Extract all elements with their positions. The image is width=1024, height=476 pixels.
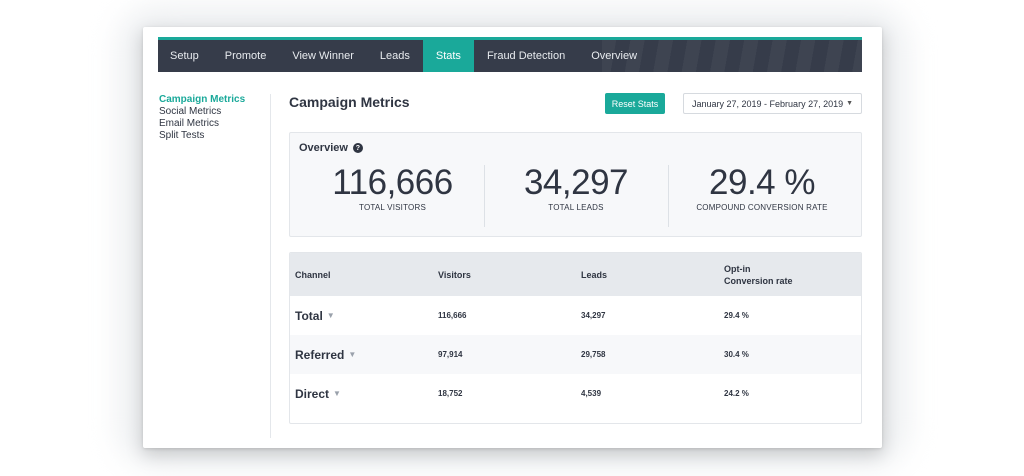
chevron-down-icon: ▼ (326, 311, 335, 320)
page-title: Campaign Metrics (289, 94, 410, 110)
sidebar-item-split-tests[interactable]: Split Tests (159, 130, 205, 141)
help-icon[interactable]: ? (352, 143, 363, 153)
date-range-select[interactable]: January 27, 2019 - February 27, 2019 ▼ (683, 93, 862, 114)
chevron-down-icon: ▼ (348, 350, 357, 359)
stat-label: TOTAL LEADS (548, 203, 604, 212)
table-header: Channel Visitors Leads Opt-in Conversion… (290, 253, 861, 296)
leads-cell: 29,758 (581, 350, 606, 359)
stat-value: 116,666 (332, 163, 453, 202)
stat-total-leads: 34,297 TOTAL LEADS (506, 163, 646, 212)
channel-toggle-referred[interactable]: Referred ▼ (295, 335, 356, 374)
caret-down-icon: ▼ (846, 100, 853, 107)
visitors-cell: 97,914 (438, 350, 463, 359)
channel-toggle-total[interactable]: Total ▼ (295, 296, 335, 335)
stat-divider (668, 165, 669, 227)
sidebar-divider (270, 94, 271, 438)
channel-name: Referred (295, 347, 345, 362)
overview-title: Overview (299, 142, 348, 154)
rate-cell: 24.2 % (724, 389, 749, 398)
sidebar-item-social-metrics[interactable]: Social Metrics (159, 106, 222, 117)
stat-label: COMPOUND CONVERSION RATE (696, 203, 828, 212)
overview-title-wrap: Overview ? (299, 142, 363, 154)
channel-table: Channel Visitors Leads Opt-in Conversion… (289, 252, 862, 424)
stat-value: 29.4 % (709, 163, 815, 202)
visitors-cell: 116,666 (438, 311, 467, 320)
tab-promote[interactable]: Promote (224, 50, 267, 62)
tab-leads[interactable]: Leads (379, 50, 410, 62)
channel-name: Total (295, 308, 323, 323)
header-conversion-rate: Opt-in Conversion rate (724, 263, 793, 286)
header-channel: Channel (295, 269, 331, 280)
sidebar-item-campaign-metrics[interactable]: Campaign Metrics (159, 94, 246, 105)
sidebar-item-email-metrics[interactable]: Email Metrics (159, 118, 220, 129)
sidebar: Campaign Metrics Social Metrics Email Me… (159, 94, 259, 142)
tab-setup[interactable]: Setup (170, 50, 199, 62)
leads-cell: 34,297 (581, 311, 606, 320)
stat-value: 34,297 (523, 163, 629, 202)
channel-name: Direct (295, 386, 330, 401)
overview-panel: Overview ? 116,666 TOTAL VISITORS 34,297… (289, 132, 862, 237)
header-leads: Leads (581, 269, 608, 280)
tab-overview[interactable]: Overview (591, 50, 638, 62)
top-nav: Setup Promote View Winner Leads Stats Fr… (158, 37, 862, 72)
visitors-cell: 18,752 (438, 389, 463, 398)
leads-cell: 4,539 (581, 389, 602, 398)
reset-stats-button[interactable]: Reset Stats (605, 93, 665, 114)
table-row: Direct ▼ 18,752 4,539 24.2 % (290, 374, 861, 413)
header-visitors: Visitors (438, 269, 471, 280)
table-row: Referred ▼ 97,914 29,758 30.4 % (290, 335, 861, 374)
chevron-down-icon: ▼ (333, 389, 341, 398)
tab-fraud-detection[interactable]: Fraud Detection (486, 50, 566, 62)
stat-label: TOTAL VISITORS (359, 203, 426, 212)
stat-conversion-rate: 29.4 % COMPOUND CONVERSION RATE (687, 163, 837, 212)
stat-total-visitors: 116,666 TOTAL VISITORS (320, 163, 465, 212)
table-row: Total ▼ 116,666 34,297 29.4 % (290, 296, 861, 335)
app-window: Setup Promote View Winner Leads Stats Fr… (143, 27, 882, 448)
date-range-value: January 27, 2019 - February 27, 2019 (692, 98, 844, 109)
tab-view-winner[interactable]: View Winner (292, 50, 354, 62)
channel-toggle-direct[interactable]: Direct ▼ (295, 374, 341, 413)
rate-cell: 30.4 % (724, 350, 749, 359)
stat-divider (484, 165, 485, 227)
tab-stats[interactable]: Stats (422, 40, 474, 72)
rate-cell: 29.4 % (724, 311, 749, 320)
